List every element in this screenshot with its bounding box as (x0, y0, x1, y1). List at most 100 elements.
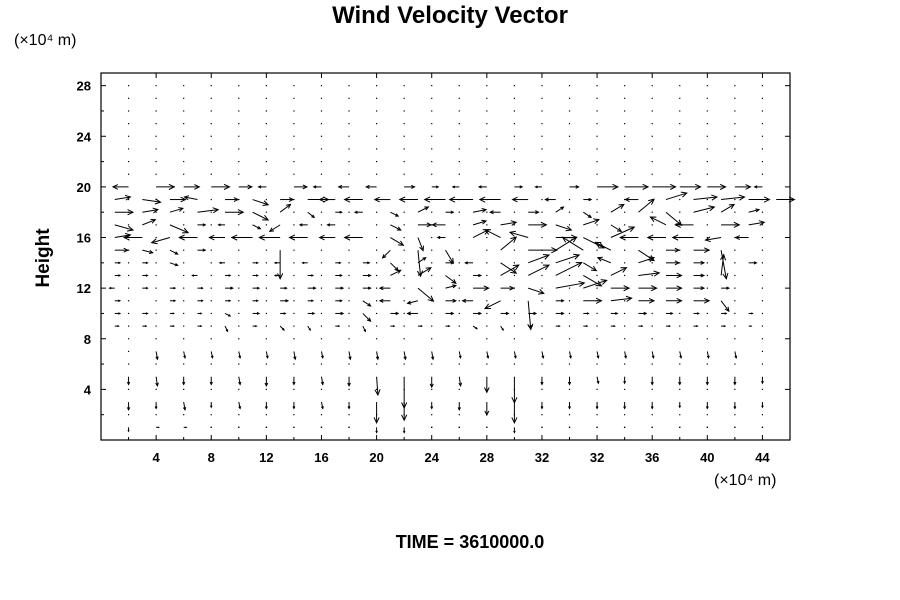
calm-grid-point (541, 236, 543, 239)
calm-grid-point (706, 97, 708, 99)
calm-grid-point (541, 148, 543, 150)
calm-grid-point (376, 249, 378, 251)
wind-vector-arrow (298, 223, 308, 227)
calm-grid-point (376, 97, 378, 99)
calm-grid-point (761, 160, 764, 163)
calm-grid-point (541, 123, 543, 125)
wind-vector-arrow (472, 325, 478, 330)
calm-grid-point (568, 325, 571, 327)
calm-grid-point (651, 110, 653, 112)
wind-vector-arrow (268, 224, 281, 232)
calm-grid-point (706, 236, 708, 239)
calm-grid-point (155, 135, 157, 137)
calm-grid-point (431, 148, 433, 150)
calm-grid-point (183, 160, 185, 163)
calm-grid-point (596, 312, 598, 315)
calm-grid-point (155, 148, 157, 150)
calm-grid-point (458, 262, 460, 264)
calm-grid-point (761, 312, 764, 315)
wind-vector-arrow (678, 402, 682, 409)
x-tick-label: 32 (535, 450, 549, 465)
calm-grid-point (265, 97, 267, 99)
calm-grid-point (541, 338, 543, 340)
calm-grid-point (265, 224, 267, 226)
calm-grid-point (238, 110, 240, 112)
calm-grid-point (541, 287, 543, 289)
calm-grid-point (734, 312, 736, 315)
calm-grid-point (155, 173, 157, 175)
wind-vector-arrow (555, 206, 565, 213)
wind-vector-arrow (671, 234, 694, 241)
wind-vector-arrow (307, 274, 315, 277)
wind-vector-arrow (555, 299, 565, 303)
calm-grid-point (458, 110, 460, 112)
wind-vector-arrow (169, 207, 185, 213)
calm-grid-point (183, 249, 185, 251)
calm-grid-point (706, 173, 708, 175)
calm-grid-point (596, 135, 598, 137)
calm-grid-point (376, 388, 378, 390)
x-tick-label: 24 (424, 450, 439, 465)
calm-grid-point (238, 224, 240, 226)
calm-grid-point (679, 97, 681, 99)
calm-grid-point (183, 312, 185, 315)
wind-vector-arrow (445, 311, 455, 316)
calm-grid-point (376, 224, 378, 226)
calm-grid-point (265, 249, 267, 251)
calm-grid-point (486, 148, 488, 150)
wind-vector-arrow (264, 402, 268, 410)
wind-vector-arrow (288, 234, 308, 241)
wind-vector-arrow (665, 325, 672, 328)
wind-vector-arrow (445, 325, 451, 328)
calm-grid-point (458, 414, 460, 416)
y-tick-label: 20 (77, 180, 91, 195)
wind-vector-arrow (238, 351, 242, 360)
wind-vector-arrow (114, 299, 122, 303)
wind-vector-arrow (511, 376, 518, 404)
calm-grid-point (127, 388, 130, 390)
calm-grid-point (293, 274, 295, 277)
wind-vector-arrow (183, 195, 198, 201)
calm-grid-point (596, 274, 598, 277)
calm-grid-point (293, 97, 295, 99)
calm-grid-point (568, 211, 571, 213)
calm-grid-point (431, 287, 433, 289)
calm-grid-point (734, 110, 736, 112)
calm-grid-point (403, 287, 405, 289)
calm-grid-point (265, 211, 267, 213)
wind-vector-arrow (218, 261, 226, 265)
wind-vector-point (486, 426, 488, 429)
calm-grid-point (541, 211, 543, 213)
wind-vector-arrow (720, 250, 729, 280)
wind-vector-arrow (596, 376, 600, 385)
calm-grid-point (568, 224, 571, 226)
wind-vector-arrow (292, 376, 296, 386)
calm-grid-point (651, 414, 653, 416)
wind-vector-arrow (320, 351, 324, 360)
calm-grid-point (734, 135, 736, 137)
calm-grid-point (458, 325, 460, 327)
wind-vector-point (679, 426, 681, 429)
calm-grid-point (320, 211, 323, 213)
calm-grid-point (183, 148, 185, 150)
calm-grid-point (624, 135, 626, 137)
calm-grid-point (376, 173, 378, 175)
calm-grid-point (293, 262, 295, 264)
calm-grid-point (320, 123, 323, 125)
wind-vector-arrow (252, 299, 259, 303)
calm-grid-point (238, 160, 240, 163)
calm-grid-point (348, 300, 350, 302)
calm-grid-point (734, 85, 736, 87)
calm-grid-point (183, 110, 185, 112)
wind-vector-arrow (748, 261, 758, 265)
wind-vector-arrow (665, 247, 681, 253)
wind-vector-arrow (252, 261, 259, 265)
calm-grid-point (734, 300, 736, 302)
wind-vector-arrow (126, 402, 131, 411)
calm-grid-point (734, 325, 736, 327)
calm-grid-point (348, 325, 350, 327)
calm-grid-point (183, 97, 185, 99)
wind-vector-arrow (734, 184, 752, 190)
wind-vector-point (265, 426, 268, 429)
wind-vector-arrow (693, 205, 716, 213)
